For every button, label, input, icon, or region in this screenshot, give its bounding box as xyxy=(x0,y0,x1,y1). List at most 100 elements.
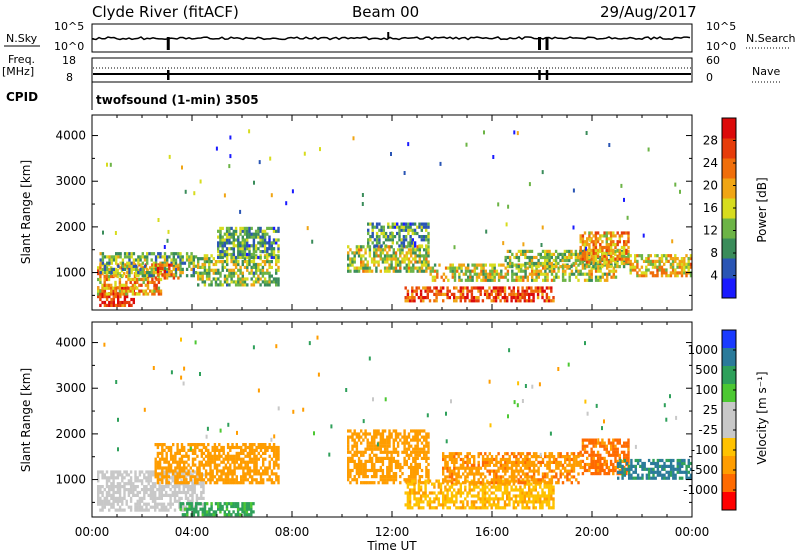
data-cell xyxy=(277,244,280,248)
data-cell xyxy=(566,463,569,467)
data-cell xyxy=(261,244,264,248)
data-cell xyxy=(528,286,531,290)
data-cell xyxy=(362,453,365,457)
data-cell xyxy=(574,258,578,263)
data-cell xyxy=(252,241,256,245)
data-cell xyxy=(464,460,467,464)
data-cell xyxy=(680,259,684,263)
data-cell xyxy=(349,429,352,433)
data-cell xyxy=(154,505,157,509)
data-cell xyxy=(532,503,535,507)
data-cell xyxy=(411,292,414,296)
data-cell xyxy=(667,274,670,278)
data-cell xyxy=(455,460,458,464)
data-cell xyxy=(594,234,598,238)
data-cell xyxy=(453,466,456,470)
data-cell xyxy=(439,482,443,486)
data-cell xyxy=(444,275,448,279)
data-cell xyxy=(450,494,454,498)
data-cell xyxy=(349,435,352,439)
data-cell xyxy=(221,250,224,254)
data-cell xyxy=(257,265,260,269)
data-cell xyxy=(118,490,122,495)
data-cell xyxy=(594,275,598,279)
data-cell xyxy=(450,457,454,462)
data-cell xyxy=(669,257,673,261)
data-cell xyxy=(156,443,160,447)
data-cell xyxy=(180,479,183,483)
data-cell xyxy=(116,499,120,503)
data-cell xyxy=(255,254,258,258)
data-cell xyxy=(160,496,163,500)
data-cell xyxy=(506,452,509,456)
data-cell xyxy=(226,260,229,264)
data-cell xyxy=(550,286,553,290)
data-cell xyxy=(174,267,178,271)
scatter-cell xyxy=(239,209,242,214)
data-cell xyxy=(494,494,498,498)
data-cell xyxy=(519,278,523,282)
data-cell xyxy=(128,264,131,268)
data-cell xyxy=(610,269,613,273)
data-cell xyxy=(183,454,186,458)
data-cell xyxy=(138,508,142,512)
data-cell xyxy=(240,475,243,479)
data-cell xyxy=(649,254,652,258)
data-cell xyxy=(196,454,199,458)
data-cell xyxy=(579,465,582,470)
data-cell xyxy=(399,266,402,270)
data-cell xyxy=(541,261,545,266)
data-cell xyxy=(406,485,410,489)
data-cell xyxy=(246,244,249,248)
scatter-cell xyxy=(157,218,160,222)
data-cell xyxy=(180,496,183,500)
data-cell xyxy=(469,272,472,276)
data-cell xyxy=(605,260,608,264)
data-cell xyxy=(506,494,509,498)
data-cell xyxy=(270,448,274,452)
data-cell xyxy=(99,280,102,284)
scatter-cell xyxy=(679,189,681,194)
data-cell xyxy=(368,444,372,448)
data-cell xyxy=(353,432,356,436)
data-cell xyxy=(118,488,122,492)
data-cell xyxy=(263,283,267,287)
data-cell xyxy=(136,286,139,290)
data-cell xyxy=(427,231,430,236)
data-cell xyxy=(543,289,546,293)
data-cell xyxy=(119,300,122,305)
data-cell xyxy=(180,443,184,447)
data-cell xyxy=(433,491,436,495)
data-cell xyxy=(157,286,161,290)
data-cell xyxy=(583,468,587,473)
data-cell xyxy=(482,278,485,282)
data-cell xyxy=(418,475,421,479)
scatter-cell xyxy=(223,193,226,198)
data-cell xyxy=(110,297,113,302)
data-cell xyxy=(251,443,254,447)
data-cell xyxy=(116,473,120,477)
data-cell xyxy=(154,493,157,497)
scatter-cell xyxy=(540,243,543,247)
data-cell xyxy=(200,493,203,497)
data-cell xyxy=(414,260,417,264)
data-cell xyxy=(526,261,529,266)
data-cell xyxy=(537,265,540,269)
data-cell xyxy=(483,485,487,489)
data-cell xyxy=(536,286,540,290)
data-cell xyxy=(423,481,426,485)
data-cell xyxy=(388,432,391,436)
data-cell xyxy=(414,459,417,463)
data-cell xyxy=(503,485,507,489)
data-cell xyxy=(146,255,149,259)
data-cell xyxy=(577,452,580,456)
data-cell xyxy=(464,299,467,303)
date-label: 29/Aug/2017 xyxy=(600,3,697,21)
data-cell xyxy=(366,459,369,463)
data-cell xyxy=(526,255,529,260)
data-cell xyxy=(159,261,162,265)
data-cell xyxy=(118,473,122,477)
data-cell xyxy=(612,257,615,261)
scatter-cell xyxy=(671,239,674,244)
data-cell xyxy=(222,448,225,452)
